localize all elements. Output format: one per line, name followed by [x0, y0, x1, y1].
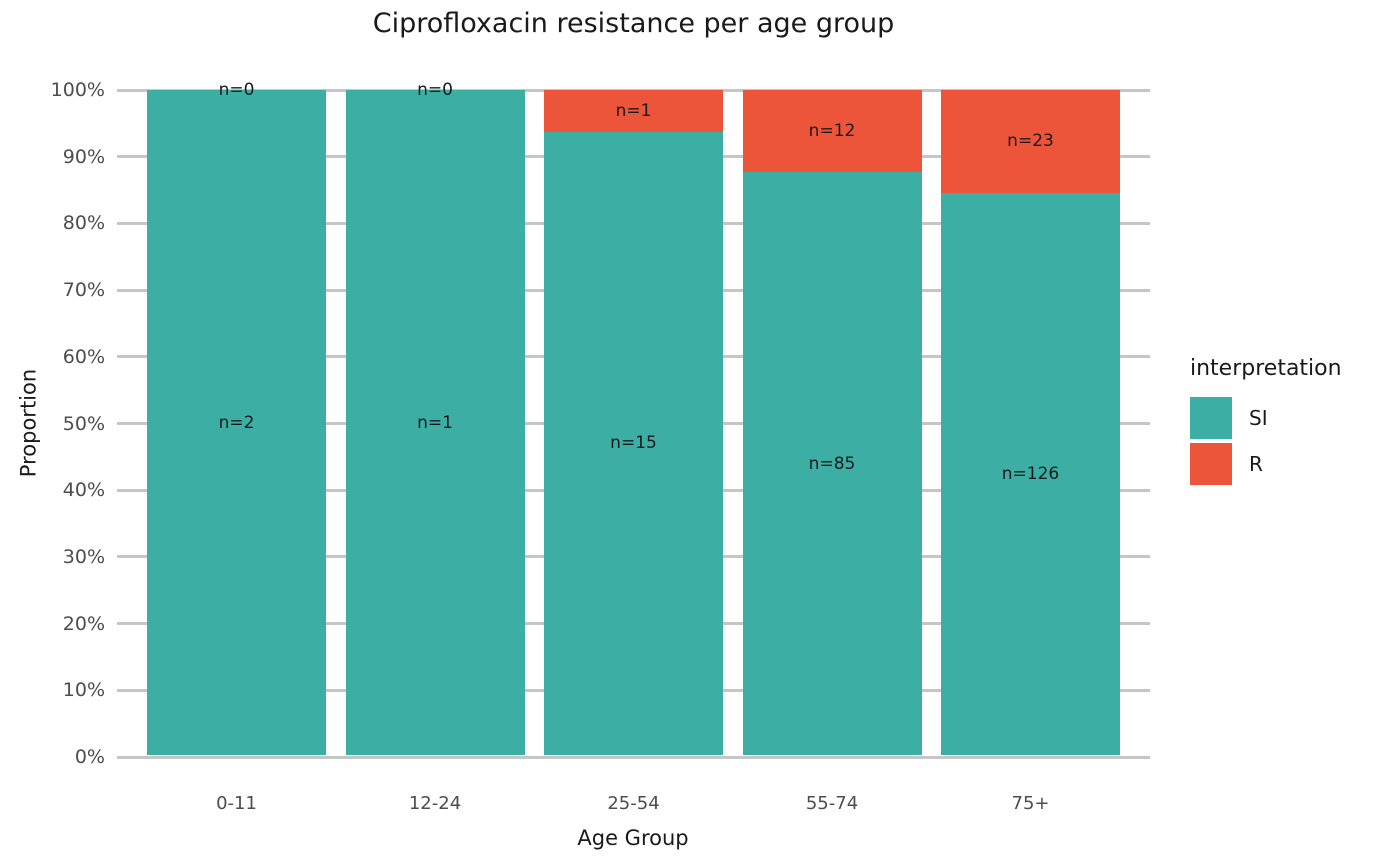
bar-count-label-r: n=12: [808, 121, 856, 142]
legend-item-r: R: [1190, 443, 1395, 485]
bar-12-24: n=0 n=1: [345, 80, 525, 755]
bar-segment-si: [742, 172, 922, 755]
plot-panel: n=0 n=2 n=0 n=1 n=1 n=15 n=12 n=85 n=23 n=126: [117, 80, 1150, 759]
y-tick-label: 60%: [62, 345, 105, 368]
bar-segment-si: [147, 90, 326, 755]
bar-count-label-si: n=15: [610, 433, 657, 454]
bar-segment-r: [941, 90, 1120, 193]
bar-segment-si: [941, 192, 1120, 755]
bar-75+: n=23 n=126: [941, 90, 1120, 755]
bar-count-label-si: n=1: [417, 412, 453, 433]
chart-title: Ciprofloxacin resistance per age group: [372, 8, 895, 39]
bar-segment-si: [345, 90, 525, 755]
x-tick-label: 75+: [1011, 793, 1050, 814]
x-tick-label: 0-11: [216, 793, 257, 814]
bar-segment-r: [742, 90, 922, 173]
y-tick-label: 100%: [50, 79, 105, 101]
legend-items: SI R: [1190, 397, 1395, 485]
legend-title: interpretation: [1190, 356, 1342, 381]
bar-count-label-r: n=0: [417, 80, 453, 100]
bar-count-label-si: n=85: [808, 453, 856, 474]
bar-0-11: n=0 n=2: [147, 80, 326, 755]
y-tick-label: 20%: [62, 612, 105, 635]
bar-count-label-r: n=0: [218, 80, 255, 100]
bar-count-label-si: n=126: [1001, 463, 1060, 484]
bar-count-label-r: n=23: [1007, 131, 1054, 152]
x-tick-label: 55-74: [805, 793, 859, 814]
legend-item-label: SI: [1249, 406, 1268, 430]
y-tick-label: 0%: [74, 746, 105, 768]
y-tick-label: 70%: [62, 279, 105, 302]
x-axis-title: Age Group: [577, 826, 689, 850]
x-tick-label: 25-54: [607, 793, 660, 814]
bar-55-74: n=12 n=85: [742, 90, 922, 755]
bar-segment-r: [544, 90, 723, 132]
legend-swatch-icon: [1190, 397, 1232, 439]
y-tick-label: 10%: [62, 679, 105, 702]
legend-swatch-icon: [1190, 443, 1232, 485]
x-tick-label: 12-24: [408, 793, 462, 814]
legend: interpretation SI R: [1190, 356, 1395, 489]
bar-segment-si: [544, 131, 723, 755]
y-tick-label: 50%: [62, 412, 105, 435]
y-tick-label: 30%: [62, 545, 105, 568]
bar-count-label-r: n=1: [615, 100, 652, 121]
legend-item-si: SI: [1190, 397, 1395, 439]
bar-25-54: n=1 n=15: [544, 90, 723, 755]
y-tick-label: 80%: [62, 212, 105, 235]
y-tick-label: 90%: [62, 145, 105, 168]
y-tick-label: 40%: [62, 479, 105, 502]
gridline-0: [117, 755, 1150, 759]
legend-item-label: R: [1249, 452, 1263, 476]
bar-count-label-si: n=2: [218, 412, 255, 433]
